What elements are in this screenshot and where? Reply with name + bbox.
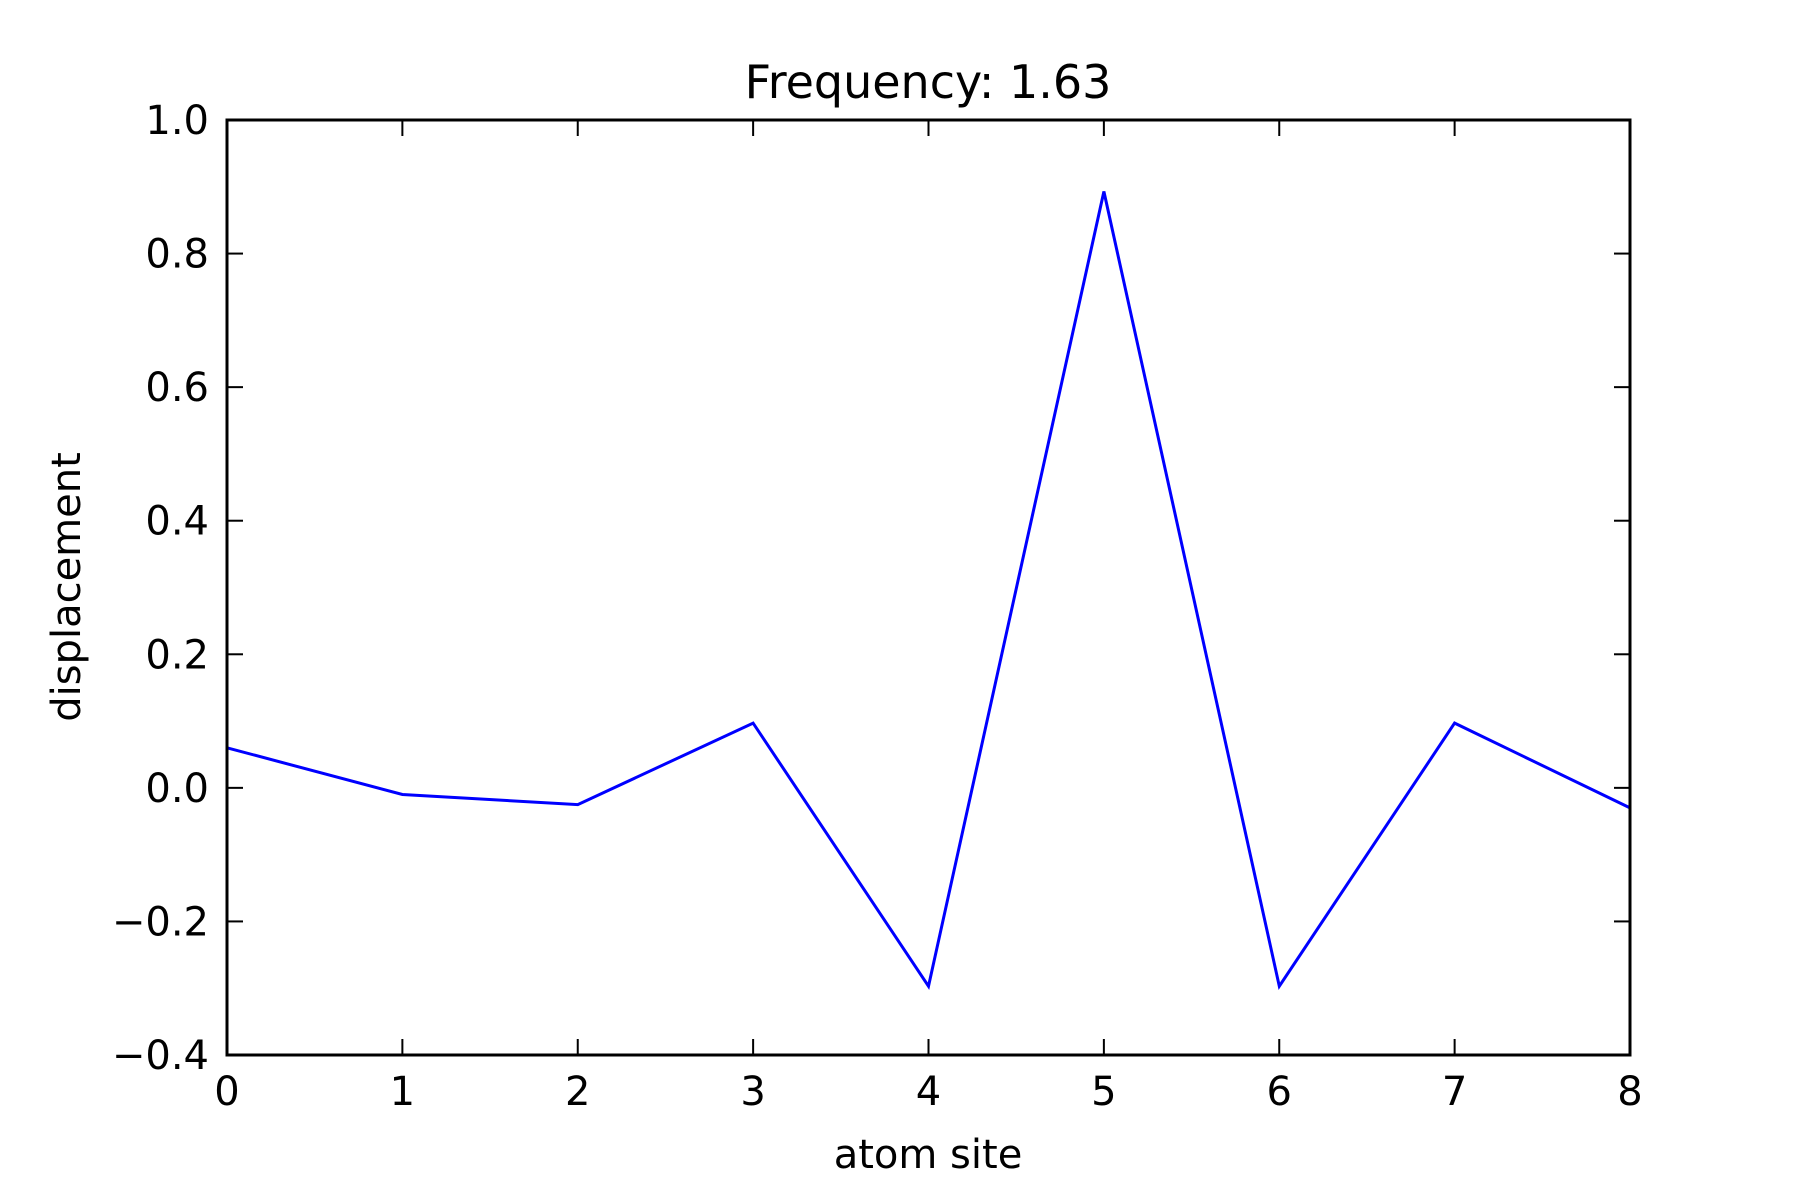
y-tick-label: 0.6 xyxy=(145,365,209,411)
x-axis-label: atom site xyxy=(834,1132,1023,1178)
x-tick-label: 3 xyxy=(740,1069,765,1115)
y-tick-label: −0.2 xyxy=(112,899,209,945)
chart-title: Frequency: 1.63 xyxy=(745,55,1112,109)
x-tick-label: 6 xyxy=(1267,1069,1292,1115)
y-tick-label: 0.2 xyxy=(145,632,209,678)
series-group xyxy=(226,191,1631,990)
x-tick-label: 2 xyxy=(565,1069,590,1115)
tick-labels-group: 0 1 2 3 4 5 6 7 8 −0.4 −0.2 0.0 0.2 0.4 0.6 0.8 1.0 xyxy=(112,98,1643,1115)
x-tick-label: 4 xyxy=(916,1069,941,1115)
y-tick-label: 0.8 xyxy=(145,232,209,278)
y-tick-label: 0.4 xyxy=(145,499,209,545)
x-tick-label: 1 xyxy=(390,1069,415,1115)
plot-frame xyxy=(225,118,1632,1057)
series-line xyxy=(226,191,1631,990)
x-tick-label: 8 xyxy=(1617,1069,1642,1115)
x-tick-label: 5 xyxy=(1091,1069,1116,1115)
y-tick-label: 1.0 xyxy=(145,98,209,144)
y-axis-label: displacement xyxy=(44,452,90,722)
y-tick-label: −0.4 xyxy=(112,1033,209,1079)
x-tick-label: 7 xyxy=(1442,1069,1467,1115)
x-tick-label: 0 xyxy=(214,1069,239,1115)
y-tick-label: 0.0 xyxy=(145,766,209,812)
